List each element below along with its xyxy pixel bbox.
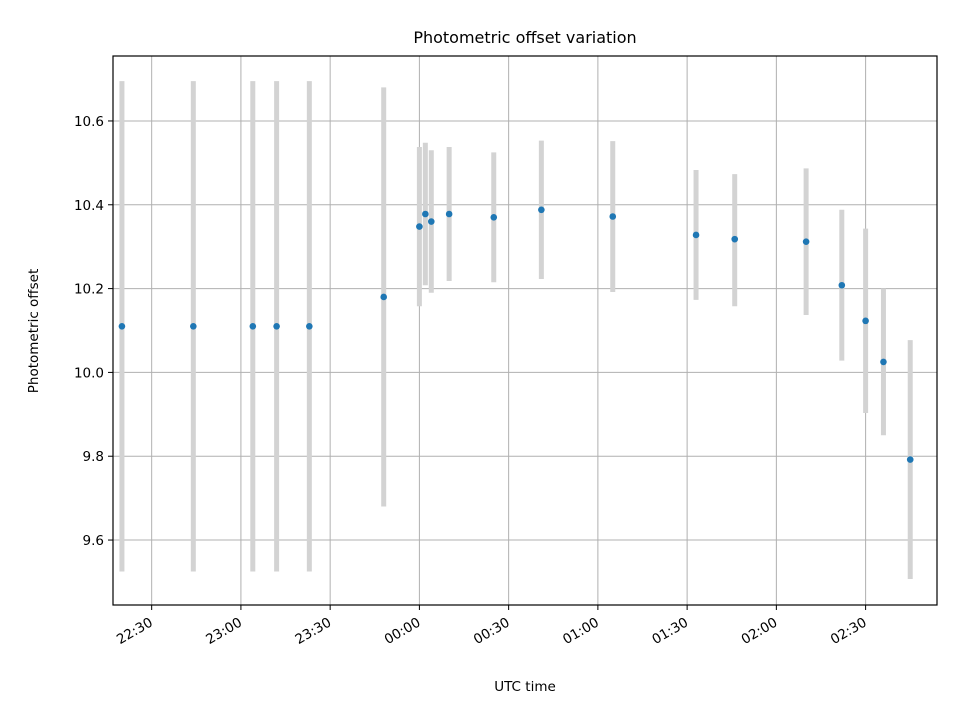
data-point (906, 456, 914, 463)
data-point (427, 218, 435, 225)
y-tick-label: 10.0 (74, 365, 104, 381)
data-point (490, 214, 498, 221)
data-point (880, 358, 887, 366)
data-point (802, 238, 810, 245)
plot-frame (112, 55, 938, 606)
y-tick-label: 10.4 (74, 198, 104, 214)
chart-title: Photometric offset variation (413, 28, 636, 47)
data-point (538, 206, 545, 214)
data-point (416, 223, 423, 230)
y-tick-label: 9.6 (83, 533, 104, 549)
y-tick-label: 10.6 (74, 114, 104, 130)
data-point (249, 323, 257, 330)
data-point (273, 323, 280, 330)
x-axis-label: UTC time (494, 679, 556, 695)
data-point (422, 210, 429, 218)
data-points (118, 206, 914, 463)
data-point (445, 210, 453, 218)
data-point (190, 323, 197, 330)
data-point (118, 323, 126, 330)
data-point (380, 293, 388, 301)
data-point (609, 213, 617, 220)
y-axis-label: Photometric offset (26, 269, 42, 393)
data-point (862, 317, 869, 325)
y-tick-label: 10.2 (74, 282, 104, 298)
data-point (731, 235, 739, 243)
y-axis-ticks: 9.6 9.8 10.0 10.2 10.4 10.6 (74, 114, 113, 549)
data-point (306, 323, 313, 330)
data-point (692, 231, 700, 239)
y-tick-label: 9.8 (83, 449, 104, 465)
data-point (838, 281, 846, 289)
